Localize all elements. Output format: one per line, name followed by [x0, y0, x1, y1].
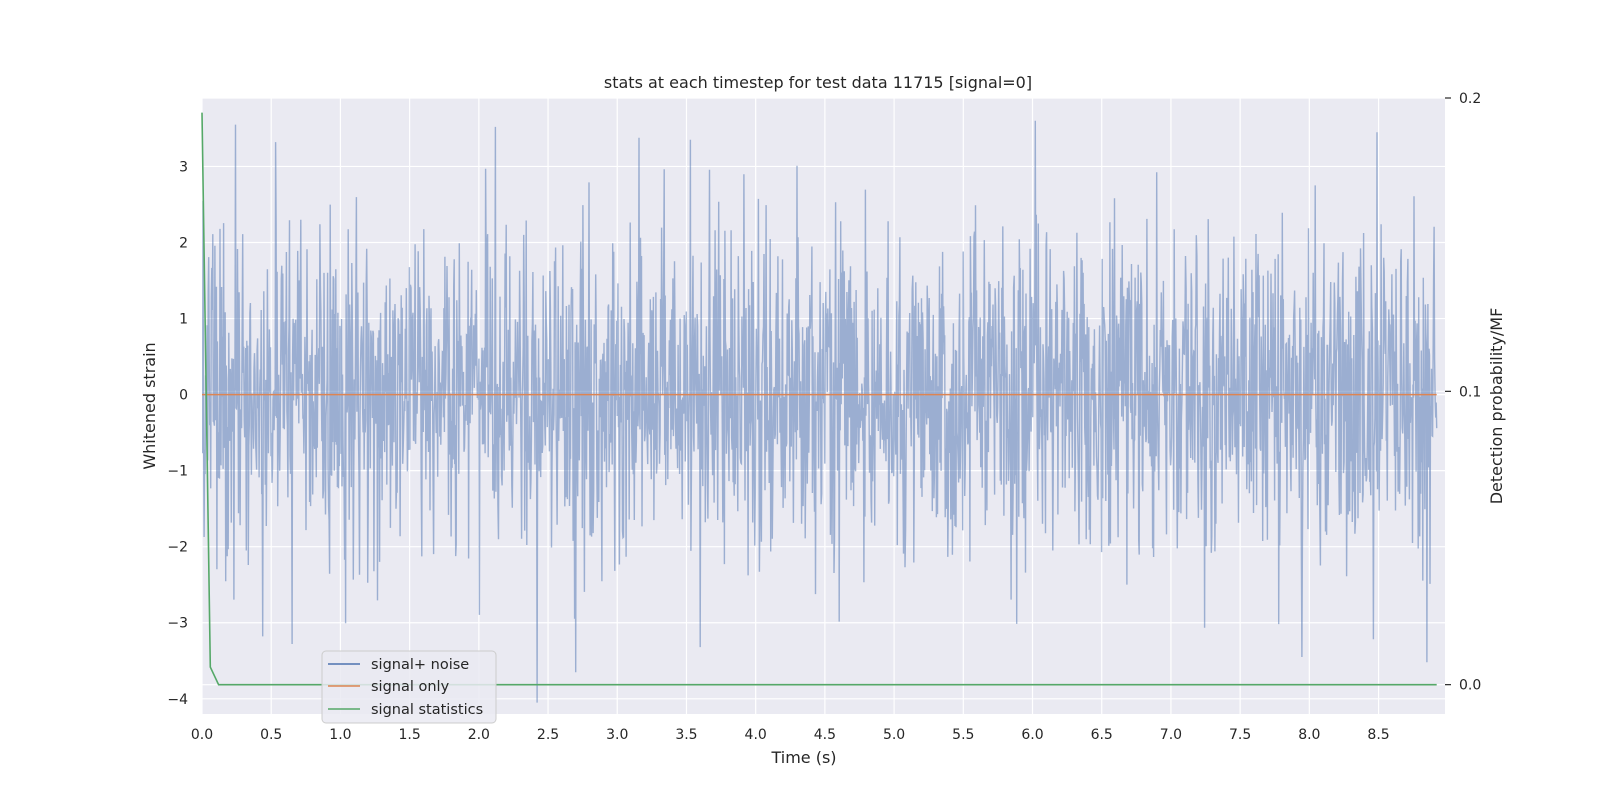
x-tick-label: 2.5	[537, 727, 559, 743]
y-tick-label: −4	[167, 692, 188, 708]
x-tick-label: 0.5	[260, 727, 282, 743]
y-tick-label: 1	[179, 312, 188, 328]
y2-tick-label: 0.2	[1459, 91, 1481, 107]
x-tick-label: 8.5	[1367, 727, 1389, 743]
x-tick-label: 6.0	[1021, 727, 1043, 743]
x-tick-label: 1.5	[398, 727, 420, 743]
legend-box	[321, 650, 497, 724]
x-tick-label: 2.0	[468, 727, 490, 743]
y-tick-label: −3	[167, 616, 188, 632]
x-tick-label: 5.0	[883, 727, 905, 743]
x-tick-label: 3.5	[675, 727, 697, 743]
x-tick-label: 1.0	[329, 727, 351, 743]
x-tick-label: 4.5	[814, 727, 836, 743]
x-tick-label: 0.0	[191, 727, 213, 743]
x-tick-label: 7.5	[1229, 727, 1251, 743]
y2-tick-label: 0.0	[1459, 678, 1481, 694]
y-tick-label: 0	[179, 388, 188, 404]
x-axis-label: Time (s)	[770, 748, 836, 767]
y-tick-label: 2	[179, 235, 188, 251]
x-tick-label: 6.5	[1091, 727, 1113, 743]
x-axis-ticks: 0.0 0.5 1.0 1.5 2.0 2.5 3.0 3.5 4.0 4.5 5.0 5.5 6.0 6…	[191, 727, 1390, 743]
series-signal-statistics	[201, 112, 1437, 686]
y-axis-label: Whitened strain	[140, 342, 159, 469]
chart-title: stats at each timestep for test data 117…	[604, 73, 1032, 92]
y-tick-label: −2	[167, 540, 188, 556]
y2-tick-label: 0.1	[1459, 384, 1481, 400]
x-tick-label: 8.0	[1298, 727, 1320, 743]
y2-axis-label: Detection probability/MF	[1487, 308, 1506, 505]
y-axis-ticks: 3 2 1 0 −1 −2 −3 −4	[167, 159, 188, 707]
legend-label-signal-plus-noise: signal+ noise	[371, 657, 469, 673]
y-tick-label: −1	[167, 464, 188, 480]
y-tick-label: 3	[179, 159, 188, 175]
x-tick-label: 5.5	[952, 727, 974, 743]
x-tick-label: 4.0	[745, 727, 767, 743]
legend: signal+ noise signal only signal statist…	[321, 650, 497, 724]
x-tick-label: 3.0	[606, 727, 628, 743]
y2-axis-ticks: 0.2 0.1 0.0	[1445, 91, 1481, 694]
legend-label-signal-statistics: signal statistics	[371, 702, 483, 718]
legend-label-signal-only: signal only	[371, 679, 450, 695]
x-tick-label: 7.0	[1160, 727, 1182, 743]
